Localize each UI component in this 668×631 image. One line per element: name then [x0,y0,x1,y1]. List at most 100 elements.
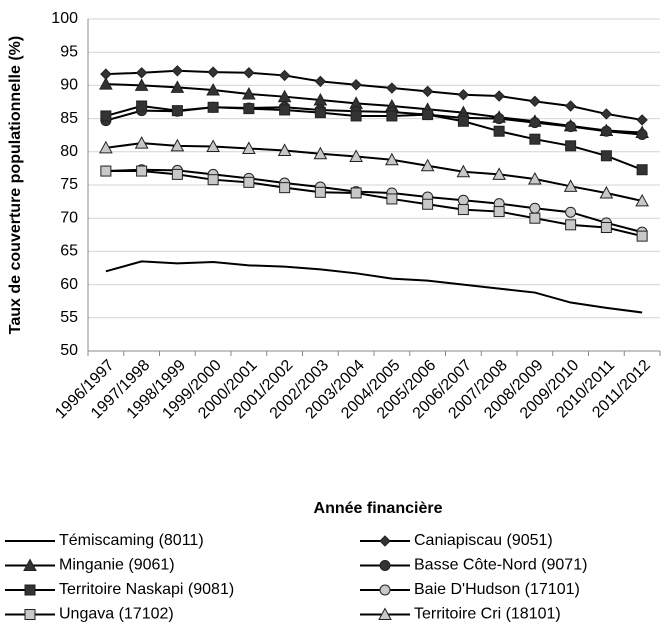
marker [599,185,614,199]
marker [206,139,220,152]
marker [313,146,328,160]
marker [170,138,185,152]
marker [314,107,326,119]
marker [492,167,506,180]
marker [493,125,505,137]
marker [136,100,148,112]
marker [529,117,541,129]
marker [636,129,648,141]
legend-label: Minganie (9061) [59,557,175,574]
marker [386,193,398,205]
marker [636,114,648,126]
marker [100,165,112,177]
legend-marker [24,609,36,620]
marker [99,77,113,90]
marker [206,83,220,96]
marker [99,140,113,154]
marker [279,104,291,116]
marker [565,206,577,218]
y-tick-label: 90 [60,77,78,94]
marker [636,230,648,242]
legend-label: Basse Côte-Nord (9071) [414,557,587,574]
marker [386,110,398,122]
y-tick-label: 75 [60,176,78,193]
marker [457,204,469,216]
marker [350,110,362,122]
marker [314,186,326,198]
marker [529,212,541,224]
series [99,136,649,207]
marker [600,221,612,233]
marker [171,105,183,117]
y-tick-label: 100 [51,10,78,27]
marker [242,141,256,154]
marker [422,109,434,121]
marker [207,66,219,78]
marker [529,95,541,108]
marker [565,140,577,152]
marker [278,69,291,82]
legend-label: Ungava (17102) [59,606,174,623]
series-line [105,106,643,136]
legend-label: Territoire Naskapi (9081) [59,581,234,598]
marker [350,187,362,199]
marker [134,136,149,149]
marker [349,149,363,162]
marker [207,101,219,113]
legend-marker [23,558,37,571]
marker [457,88,470,101]
series-line [105,168,643,234]
marker [456,164,471,178]
y-tick-label: 55 [60,309,78,326]
marker [600,150,612,162]
y-tick-label: 70 [60,209,78,226]
marker [314,75,327,88]
marker [100,110,112,122]
marker [636,164,648,176]
marker [386,82,398,94]
series-line [105,69,643,121]
marker [563,179,578,192]
x-axis-title: Année financière [314,500,443,517]
marker [457,194,469,206]
series [100,165,648,242]
series-line [105,104,643,171]
series-line [105,170,643,238]
marker [385,152,399,166]
series-line [105,142,643,202]
marker [279,182,291,194]
marker [171,168,183,180]
marker [420,158,435,172]
y-axis-title: Taux de couverture populationnelle (%) [7,36,24,334]
marker [600,108,613,120]
y-tick-label: 85 [60,110,78,127]
series-line [105,260,643,314]
legend-marker [379,535,391,547]
legend-label: Témiscaming (8011) [59,532,204,549]
marker [207,174,219,186]
y-tick-label: 60 [60,276,78,293]
marker [134,78,149,91]
marker [565,219,577,231]
legend-label: Territoire Cri (18101) [414,606,561,623]
marker [421,85,434,98]
marker [493,90,505,102]
marker [170,80,185,93]
marker [350,79,362,91]
marker [243,67,255,79]
legend-label: Caniapiscau (9051) [414,532,553,549]
legend-marker [24,584,36,596]
marker [457,115,469,127]
marker [135,67,148,79]
marker [493,113,505,125]
legend-marker [379,560,391,571]
marker [565,121,577,133]
series [100,100,648,176]
marker [528,171,542,185]
series [100,65,648,126]
legend-marker [378,607,392,620]
legend-marker [379,584,391,596]
marker [600,125,612,137]
legend-label: Baie D'Hudson (17101) [414,581,580,598]
